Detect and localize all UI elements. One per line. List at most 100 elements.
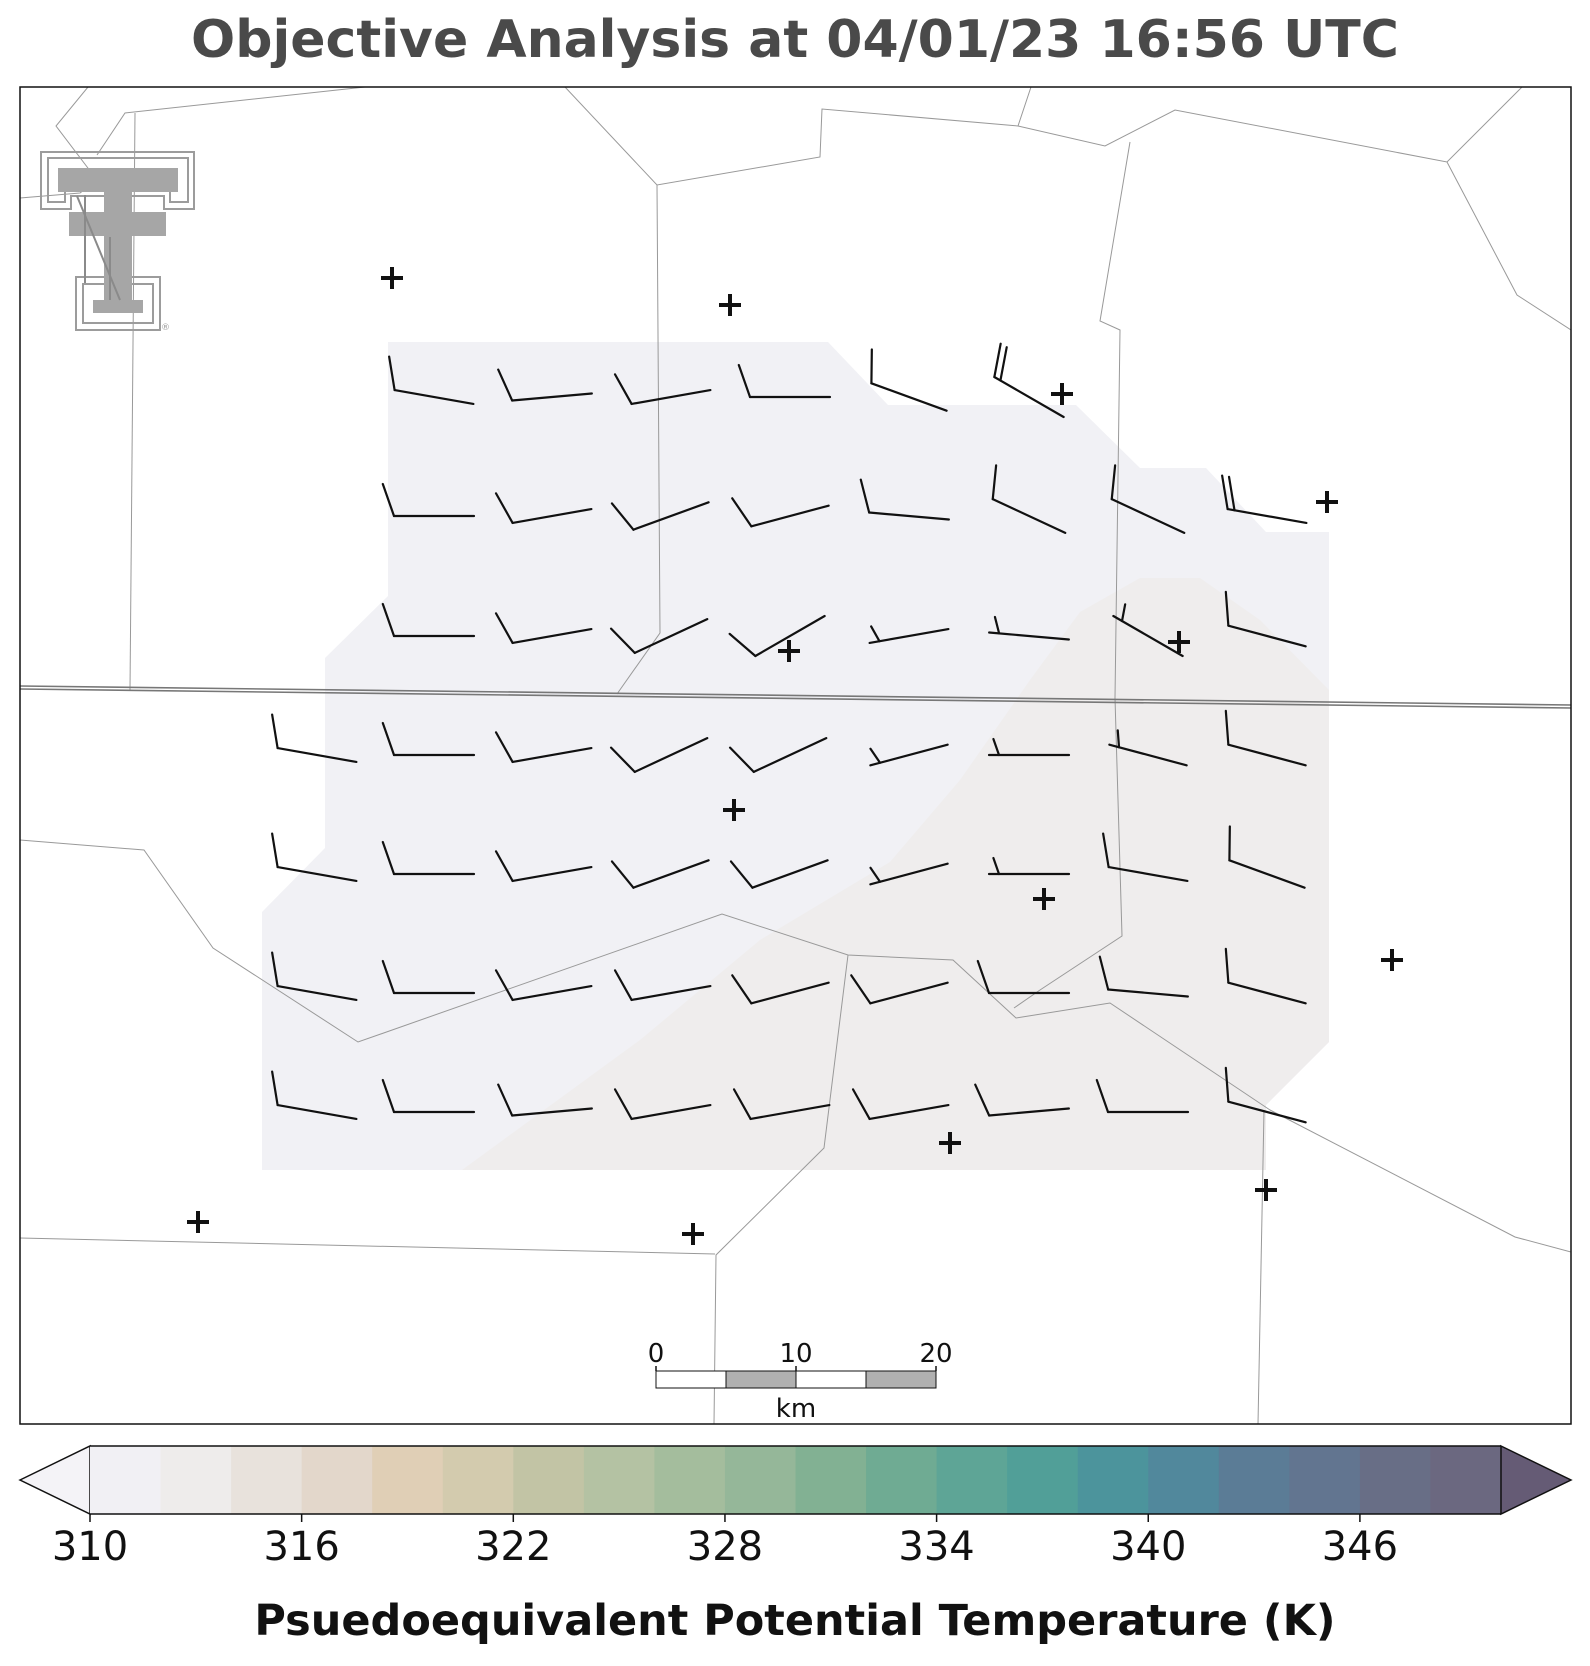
colorbar: 310 316 322 328 334 340 346 (18, 1444, 1573, 1570)
colorbar-tick-label: 322 (475, 1524, 551, 1570)
wind-barb (609, 617, 709, 655)
wind-barb (494, 850, 593, 883)
station-10-marker (939, 1132, 961, 1154)
colorbar-cell (866, 1446, 938, 1514)
state-boundary (20, 685, 1571, 709)
wind-barb (497, 1083, 593, 1117)
station-8-marker (1033, 888, 1055, 910)
map-title: Objective Analysis at 04/01/23 16:56 UTC (191, 10, 1399, 70)
wind-barb (976, 959, 1071, 995)
colorbar-cell (1359, 1446, 1432, 1514)
colorbar-cell (1148, 1446, 1220, 1514)
wind-barb (610, 501, 710, 531)
colorbar-cell (90, 1446, 162, 1514)
colorbar-cell (1218, 1446, 1290, 1514)
wind-barb (851, 1088, 950, 1121)
colorbar-cell (372, 1446, 444, 1514)
colorbar-cell (1289, 1446, 1361, 1514)
theta-e-region-312 (462, 578, 1329, 1170)
colorbar-tick-label: 346 (1322, 1524, 1398, 1570)
wind-barb (613, 969, 712, 1002)
colorbar-label: Psuedoequivalent Potential Temperature (… (254, 1596, 1336, 1646)
colorbar-cell (1007, 1446, 1079, 1514)
wind-barb (974, 1083, 1070, 1117)
wind-barb (1224, 590, 1307, 648)
colorbar-extend-high (1500, 1444, 1573, 1516)
wind-barb (987, 856, 1071, 876)
wind-barb (870, 348, 948, 412)
wind-barb (1224, 947, 1307, 1005)
wind-barb (271, 951, 358, 1002)
colorbar-tick-label: 328 (687, 1524, 763, 1570)
wind-barb (729, 859, 829, 889)
wind-barb (613, 373, 712, 406)
wind-barb (271, 1070, 358, 1121)
wind-barb (613, 1088, 712, 1121)
colorbar-cell (301, 1446, 373, 1514)
wind-barb (988, 615, 1070, 641)
station-7-marker (723, 799, 745, 821)
station-12-marker (187, 1211, 209, 1233)
wind-barbs (271, 342, 1308, 1124)
colorbar-tick-label: 310 (52, 1524, 128, 1570)
scale-unit: km (776, 1394, 816, 1424)
wind-barb (381, 482, 476, 518)
wind-barb (1112, 603, 1184, 658)
colorbar-cell (583, 1446, 655, 1514)
colorbar-cell (442, 1446, 514, 1514)
map-frame (19, 86, 1572, 1425)
wind-barb (1224, 709, 1307, 767)
wind-barb (388, 355, 475, 406)
wind-barb (1095, 1078, 1190, 1114)
station-13-marker (682, 1223, 704, 1245)
scale-tick-0: 0 (648, 1339, 665, 1369)
wind-barb (1110, 464, 1186, 535)
wind-barb (494, 969, 593, 1002)
wind-barb (381, 1078, 476, 1114)
texas-tech-logo: ® (40, 151, 195, 333)
station-markers (187, 267, 1403, 1245)
wind-barb (610, 859, 710, 889)
wind-barb (381, 959, 476, 995)
wind-barb (1228, 825, 1306, 889)
colorbar-tick-label: 340 (1110, 1524, 1186, 1570)
wind-barb (494, 612, 593, 645)
wind-barb (859, 478, 950, 521)
colorbar-cell (795, 1446, 867, 1514)
wind-barb (728, 614, 826, 658)
wind-barb (868, 625, 950, 645)
colorbar-cell (513, 1446, 585, 1514)
wind-barb (850, 974, 949, 1005)
station-2-marker (719, 294, 741, 316)
colorbar-cell (936, 1446, 1008, 1514)
colorbar-tick-label: 316 (263, 1524, 339, 1570)
station-4-marker (1316, 491, 1338, 513)
colorbar-tick-label: 334 (898, 1524, 974, 1570)
station-11-marker (1255, 1179, 1277, 1201)
colorbar-extend-low (18, 1444, 91, 1516)
wind-barb (271, 713, 358, 764)
colorbar-cell (160, 1446, 232, 1514)
wind-barb (731, 974, 830, 1005)
wind-barb (732, 1088, 831, 1121)
station-6-marker (1168, 631, 1190, 653)
wind-barb (1108, 729, 1188, 767)
wind-barb (494, 492, 593, 525)
wind-barb (1098, 955, 1189, 998)
wind-barb (728, 736, 828, 774)
registered-mark: ® (161, 323, 170, 333)
wind-barb (731, 497, 830, 528)
scale-tick-20: 20 (919, 1339, 952, 1369)
wind-barb (271, 832, 358, 883)
scale-bar: 0 10 20 km (648, 1339, 953, 1424)
wind-barb (737, 363, 832, 399)
wind-barb (609, 736, 709, 774)
wind-barb (381, 721, 476, 757)
wind-barb (869, 743, 949, 767)
theta-e-field (262, 342, 1329, 1170)
county-boundaries (20, 87, 1571, 1424)
wind-barb (869, 862, 949, 886)
colorbar-cell (1430, 1446, 1502, 1514)
station-9-marker (1381, 949, 1403, 971)
